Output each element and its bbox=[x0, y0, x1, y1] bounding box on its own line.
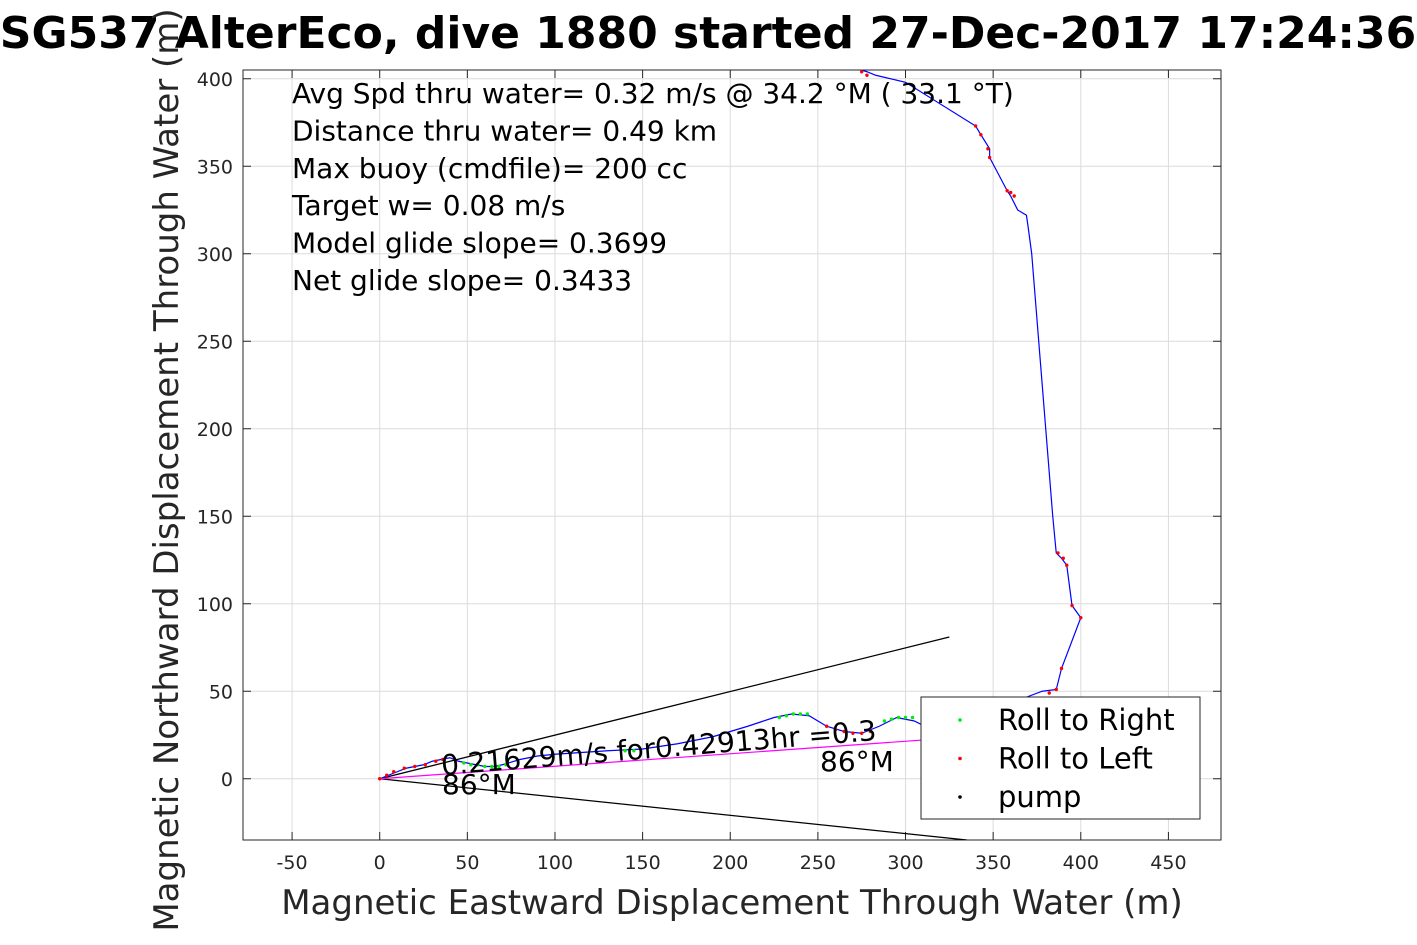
point-roll-to-left bbox=[1056, 551, 1060, 555]
point-roll-to-left bbox=[1059, 666, 1064, 671]
stats-line-6: Net glide slope= 0.3433 bbox=[292, 264, 632, 297]
x-tick-label: 100 bbox=[537, 852, 573, 874]
legend-marker-1 bbox=[958, 718, 962, 722]
point-roll-to-left bbox=[402, 766, 406, 770]
y-tick-label: 50 bbox=[209, 681, 233, 703]
y-tick-label: 300 bbox=[197, 244, 233, 266]
y-tick-label: 150 bbox=[197, 506, 233, 528]
point-roll-to-left bbox=[1047, 691, 1051, 695]
point-roll-to-left bbox=[1005, 189, 1009, 193]
point-roll-to-left bbox=[973, 124, 978, 128]
point-roll-to-right bbox=[791, 712, 796, 716]
point-roll-to-left bbox=[1012, 194, 1016, 198]
point-roll-to-left bbox=[385, 773, 389, 777]
point-roll-to-left bbox=[842, 729, 846, 734]
point-roll-to-left bbox=[1070, 603, 1074, 608]
point-roll-to-right bbox=[777, 715, 782, 720]
point-roll-to-right bbox=[497, 764, 501, 769]
plot-marks bbox=[378, 70, 1083, 840]
point-roll-to-left bbox=[987, 155, 992, 160]
axis-ticks: -50 0 50 100 150 200 250 300 350 400 450 0 50 100 150 2… bbox=[197, 69, 1221, 874]
legend-label-3: pump bbox=[998, 780, 1081, 814]
series-heading_line bbox=[379, 734, 994, 780]
point-roll-to-left bbox=[859, 70, 864, 74]
stats-line-2: Distance thru water= 0.49 km bbox=[292, 114, 717, 147]
point-roll-to-left bbox=[1065, 563, 1069, 567]
legend-label-2: Roll to Left bbox=[998, 742, 1153, 776]
legend: Roll to Right Roll to Left pump bbox=[920, 696, 1201, 820]
x-tick-label: 250 bbox=[800, 852, 836, 874]
point-roll-to-left bbox=[423, 763, 427, 767]
point-roll-to-left bbox=[833, 728, 838, 732]
x-tick-label: 400 bbox=[1063, 852, 1099, 874]
heading-label-1: 86°M bbox=[442, 768, 516, 801]
heading-cone-line-1 bbox=[379, 636, 950, 780]
point-roll-to-left bbox=[441, 757, 445, 762]
point-roll-to-right bbox=[504, 763, 508, 767]
heading-label-2: 86°M bbox=[820, 745, 894, 778]
heading-cone-line-2 bbox=[379, 778, 967, 840]
y-tick-label: 250 bbox=[197, 331, 233, 353]
point-roll-to-left bbox=[1054, 687, 1058, 692]
point-roll-to-left bbox=[413, 764, 417, 769]
point-roll-to-left bbox=[1061, 556, 1065, 560]
point-roll-to-left bbox=[1079, 616, 1083, 620]
point-roll-to-right bbox=[882, 719, 887, 723]
legend-label-1: Roll to Right bbox=[998, 703, 1175, 737]
point-roll-to-left bbox=[865, 73, 869, 77]
stats-line-1: Avg Spd thru water= 0.32 m/s @ 34.2 °M (… bbox=[292, 77, 1014, 110]
point-roll-to-right bbox=[632, 749, 636, 753]
point-roll-to-right bbox=[903, 715, 908, 720]
x-tick-label: 50 bbox=[455, 852, 479, 874]
legend-marker-3 bbox=[958, 795, 962, 799]
point-roll-to-left bbox=[986, 147, 990, 151]
point-roll-to-right bbox=[889, 717, 894, 721]
stats-line-4: Target w= 0.08 m/s bbox=[291, 189, 565, 222]
point-roll-to-left bbox=[859, 731, 864, 735]
stats-line-5: Model glide slope= 0.3699 bbox=[292, 227, 667, 260]
point-roll-to-left bbox=[851, 731, 855, 735]
chart-title: SG537 AlterEco, dive 1880 started 27-Dec… bbox=[0, 8, 1416, 59]
plot-area bbox=[242, 69, 1222, 841]
y-tick-label: 0 bbox=[221, 769, 233, 791]
annotations: 0.21629m/s for0.42913hr =0.386°M86°M86°M bbox=[440, 714, 894, 801]
x-tick-label: 300 bbox=[887, 852, 923, 874]
legend-box bbox=[920, 696, 1201, 820]
point-roll-to-left bbox=[434, 759, 438, 763]
point-roll-to-right bbox=[483, 764, 487, 769]
y-axis-label: Magnetic Northward Displacement Through … bbox=[147, 8, 187, 931]
point-roll-to-left bbox=[392, 770, 396, 774]
point-roll-to-left bbox=[1008, 190, 1013, 195]
x-tick-label: 0 bbox=[374, 852, 386, 874]
point-roll-to-right bbox=[476, 763, 480, 767]
point-roll-to-left bbox=[378, 777, 382, 781]
x-tick-label: 450 bbox=[1150, 852, 1186, 874]
point-roll-to-left bbox=[824, 724, 829, 728]
point-roll-to-right bbox=[910, 715, 915, 720]
y-tick-label: 350 bbox=[197, 156, 233, 178]
point-roll-to-right bbox=[469, 763, 473, 767]
x-tick-label: 150 bbox=[624, 852, 660, 874]
point-roll-to-right bbox=[623, 749, 627, 753]
point-roll-to-right bbox=[784, 714, 789, 718]
x-tick-label: 350 bbox=[975, 852, 1011, 874]
point-roll-to-right bbox=[798, 712, 803, 716]
x-tick-label: 200 bbox=[712, 852, 748, 874]
point-roll-to-right bbox=[462, 761, 466, 765]
legend-marker-2 bbox=[958, 756, 962, 761]
x-axis-label: Magnetic Eastward Displacement Through W… bbox=[281, 883, 1183, 923]
y-tick-label: 100 bbox=[197, 594, 233, 616]
y-tick-label: 200 bbox=[197, 419, 233, 441]
stats-line-3: Max buoy (cmdfile)= 200 cc bbox=[292, 152, 687, 185]
point-roll-to-right bbox=[896, 715, 901, 720]
point-roll-to-right bbox=[490, 764, 494, 769]
point-roll-to-right bbox=[805, 712, 810, 716]
y-tick-label: 400 bbox=[197, 69, 233, 91]
point-roll-to-left bbox=[979, 133, 983, 137]
point-roll-to-left bbox=[868, 729, 873, 734]
x-tick-label: -50 bbox=[277, 852, 308, 874]
stats-text-block: Avg Spd thru water= 0.32 m/s @ 34.2 °M (… bbox=[291, 77, 1014, 297]
